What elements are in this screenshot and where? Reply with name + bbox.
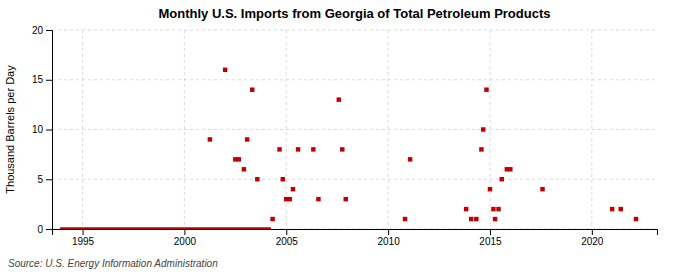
tick-mark: [46, 179, 52, 180]
tick: 15: [32, 74, 52, 85]
tick-label: 1995: [72, 236, 95, 247]
line: [60, 227, 271, 229]
tick-label: 10: [32, 124, 44, 135]
tick: 2015: [479, 229, 502, 247]
tick-label: 5: [37, 174, 43, 185]
chart: 1995 2000 2005 2010 2015 2020 0 5 10 15 20 Monthly …: [0, 0, 675, 275]
point: [469, 217, 473, 221]
x-axis: 1995 2000 2005 2010 2015 2020: [53, 229, 658, 247]
tick: 2020: [581, 229, 604, 247]
axis-line: [46, 31, 53, 230]
point: [496, 207, 500, 211]
tick-mark: [46, 229, 52, 230]
title: Monthly U.S. Imports from Georgia of Tot…: [159, 6, 551, 21]
point: [500, 177, 504, 181]
point: [277, 147, 281, 151]
point: [291, 187, 295, 191]
tick: 2000: [174, 229, 197, 247]
grid-line: [52, 30, 657, 31]
point: [287, 197, 291, 201]
source: Source: U.S. Energy Information Administ…: [8, 258, 218, 269]
point: [242, 167, 246, 171]
point: [344, 197, 348, 201]
point: [481, 127, 485, 131]
tick-mark: [286, 229, 287, 235]
tick-mark: [388, 229, 389, 235]
plot-area: 1995 2000 2005 2010 2015 2020 0 5 10 15 20: [32, 25, 658, 247]
tick-mark: [83, 229, 84, 235]
tick: 1995: [72, 229, 95, 247]
axis-line: [53, 230, 658, 236]
point: [493, 217, 497, 221]
point: [245, 137, 249, 141]
point: [610, 207, 614, 211]
point: [296, 147, 300, 151]
grid-line: [388, 30, 389, 229]
tick-label: 0: [37, 224, 43, 235]
grid-line: [82, 30, 83, 229]
tick-label: 20: [32, 25, 44, 36]
point: [250, 87, 254, 91]
point: [223, 68, 227, 72]
grid-line: [52, 179, 657, 180]
tick: 5: [37, 174, 52, 185]
point: [491, 207, 495, 211]
y-axis-label: Thousand Barrels per Day: [4, 65, 16, 194]
grid-line: [52, 79, 657, 80]
tick-mark: [46, 80, 52, 81]
point: [484, 87, 488, 91]
point: [403, 217, 407, 221]
point: [464, 207, 468, 211]
point: [237, 157, 241, 161]
grid-line: [489, 30, 490, 229]
tick-mark: [46, 30, 52, 31]
point: [479, 147, 483, 151]
tick-label: 2020: [581, 236, 604, 247]
point: [208, 137, 212, 141]
point: [408, 157, 412, 161]
tick: 20: [32, 25, 52, 36]
tick-mark: [592, 229, 593, 235]
tick: 2005: [276, 229, 299, 247]
tick-label: 2000: [174, 236, 197, 247]
grid-line: [591, 30, 592, 229]
grid-line: [184, 30, 185, 229]
point: [270, 217, 274, 221]
tick: 10: [32, 124, 52, 135]
point: [340, 147, 344, 151]
tick-mark: [490, 229, 491, 235]
tick-mark: [46, 130, 52, 131]
tick: 0: [37, 224, 52, 235]
point: [508, 167, 512, 171]
tick-label: 2015: [479, 236, 502, 247]
tick-label: 2010: [377, 236, 400, 247]
grid: [52, 30, 657, 229]
point: [281, 177, 285, 181]
point: [488, 187, 492, 191]
tick-mark: [184, 229, 185, 235]
point: [619, 207, 623, 211]
y-axis: 0 5 10 15 20: [32, 25, 53, 235]
point: [540, 187, 544, 191]
point: [311, 147, 315, 151]
tick-label: 15: [32, 74, 44, 85]
tick: 2010: [377, 229, 400, 247]
tick-label: 2005: [276, 236, 299, 247]
point: [255, 177, 259, 181]
point: [316, 197, 320, 201]
point: [337, 97, 341, 101]
marks: [60, 68, 638, 229]
point: [634, 217, 638, 221]
point: [474, 217, 478, 221]
grid-line: [52, 129, 657, 130]
